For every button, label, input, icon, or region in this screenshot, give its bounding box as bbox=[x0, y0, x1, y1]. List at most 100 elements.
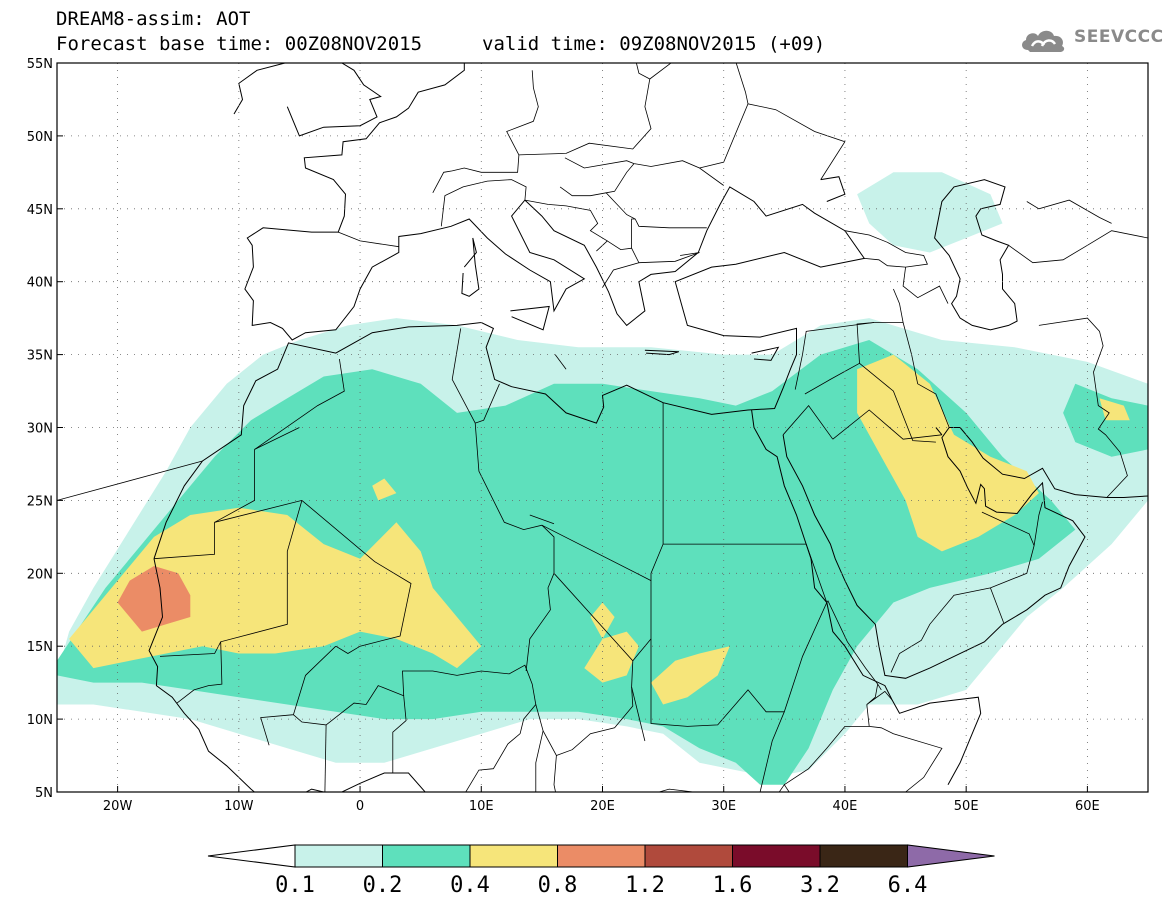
aot-level-3-area-5 bbox=[372, 478, 397, 501]
border-16 bbox=[859, 362, 936, 443]
border-30 bbox=[605, 163, 707, 229]
colorbar-label-3: 0.8 bbox=[538, 873, 578, 898]
border-29 bbox=[564, 157, 724, 186]
colorbar: 0.1 0.2 0.4 0.8 1.2 1.6 3.2 6.4 bbox=[207, 844, 995, 898]
coastline-4 bbox=[935, 427, 943, 436]
colorbar-swatch-5 bbox=[732, 844, 821, 868]
aot-level-3-area-4 bbox=[651, 646, 730, 705]
border-35 bbox=[638, 252, 700, 264]
border-48 bbox=[535, 730, 544, 792]
border-21 bbox=[902, 322, 950, 428]
border-38 bbox=[844, 230, 928, 268]
lon-tick-label-6: 40E bbox=[833, 799, 858, 814]
colorbar-swatch-0 bbox=[294, 844, 383, 868]
coastlines bbox=[57, 63, 1148, 792]
border-20 bbox=[990, 587, 1005, 624]
aot-level-3-area-1 bbox=[857, 354, 1039, 552]
border-23 bbox=[1008, 230, 1148, 264]
aot-level-3-area-2 bbox=[590, 602, 615, 639]
border-6 bbox=[451, 328, 476, 424]
border-17 bbox=[782, 404, 834, 440]
colorbar-label-2: 0.4 bbox=[450, 873, 490, 898]
colorbar-label-4: 1.2 bbox=[625, 873, 665, 898]
border-46 bbox=[402, 664, 537, 792]
colorbar-right-arrow bbox=[907, 844, 995, 868]
map-title: DREAM8-assim: AOT bbox=[56, 8, 251, 30]
border-11 bbox=[759, 543, 828, 792]
lon-tick-label-5: 30E bbox=[711, 799, 736, 814]
border-44 bbox=[324, 724, 327, 792]
lon-tick-label-1: 10W bbox=[224, 799, 254, 814]
lat-tick-label-3: 40N bbox=[27, 276, 53, 291]
border-51 bbox=[589, 788, 694, 792]
border-4 bbox=[475, 383, 500, 424]
coastline-2 bbox=[751, 409, 982, 785]
border-56 bbox=[57, 460, 203, 501]
seevccc-logo: SEEVCCC bbox=[1018, 24, 1163, 56]
border-13 bbox=[832, 409, 942, 440]
border-2 bbox=[159, 500, 303, 657]
aot-level-2-area-1 bbox=[1063, 383, 1148, 457]
border-55 bbox=[784, 726, 870, 786]
border-36 bbox=[699, 103, 846, 180]
border-26 bbox=[440, 179, 527, 227]
border-10 bbox=[553, 573, 646, 742]
border-3 bbox=[474, 423, 555, 672]
border-12 bbox=[650, 638, 785, 727]
lat-tick-label-1: 50N bbox=[27, 130, 53, 145]
border-43 bbox=[293, 685, 407, 773]
coastline-11 bbox=[644, 349, 680, 356]
lat-tick-label-4: 35N bbox=[27, 349, 53, 364]
border-40 bbox=[554, 354, 567, 370]
aot-level-3-area-6 bbox=[1099, 398, 1130, 421]
aot-level-3-area-3 bbox=[584, 631, 639, 683]
border-31 bbox=[559, 186, 607, 197]
colorbar-swatch-6 bbox=[819, 844, 908, 868]
cloud-icon bbox=[1022, 30, 1065, 52]
colorbar-swatch-2 bbox=[469, 844, 558, 868]
border-37 bbox=[649, 63, 749, 104]
border-22 bbox=[1038, 317, 1128, 498]
coastline-10 bbox=[510, 305, 550, 331]
lon-tick-label-7: 50E bbox=[954, 799, 979, 814]
lat-tick-label-7: 20N bbox=[27, 567, 53, 582]
lon-tick-label-8: 60E bbox=[1075, 799, 1100, 814]
lat-tick-label-2: 45N bbox=[27, 203, 53, 218]
lat-tick-label-0: 55N bbox=[27, 57, 53, 72]
axis-ticks: 20W 10W 0 10E 20E 30E 40E 50E 60E 55N 50N 45N 40N 35N… bbox=[27, 57, 1100, 814]
border-50 bbox=[693, 783, 790, 792]
border-28 bbox=[518, 63, 652, 156]
coastline-0 bbox=[153, 63, 866, 559]
colorbar-label-0: 0.1 bbox=[275, 873, 315, 898]
aot-level-3-area-0 bbox=[69, 507, 482, 669]
border-52 bbox=[826, 600, 882, 691]
lat-tick-label-10: 5N bbox=[35, 786, 53, 801]
border-45 bbox=[260, 645, 337, 746]
logo-text: SEEVCCC bbox=[1074, 27, 1164, 47]
border-25 bbox=[338, 231, 399, 248]
border-34 bbox=[631, 218, 636, 249]
lat-tick-label-9: 10N bbox=[27, 713, 53, 728]
colorbar-label-1: 0.2 bbox=[363, 873, 403, 898]
coastline-6 bbox=[934, 179, 1018, 331]
border-27 bbox=[432, 70, 539, 193]
aot-field bbox=[57, 172, 1148, 785]
coastline-9 bbox=[461, 237, 480, 297]
border-42 bbox=[176, 641, 223, 704]
coastline-8 bbox=[286, 63, 382, 137]
lon-tick-label-0: 20W bbox=[103, 799, 133, 814]
aot-level-2-area-0 bbox=[57, 340, 1076, 785]
border-47 bbox=[535, 686, 634, 756]
valid-time: valid time: 09Z08NOV2015 (+09) bbox=[482, 33, 826, 55]
border-57 bbox=[254, 427, 300, 450]
border-54 bbox=[866, 704, 943, 792]
border-39 bbox=[902, 267, 949, 304]
colorbar-left-arrow bbox=[207, 844, 296, 868]
lat-tick-label-5: 30N bbox=[27, 422, 53, 437]
border-18 bbox=[890, 511, 1035, 673]
colorbar-swatch-3 bbox=[557, 844, 646, 868]
border-5 bbox=[254, 358, 345, 461]
coastline-7 bbox=[233, 63, 286, 115]
lat-tick-label-6: 25N bbox=[27, 494, 53, 509]
